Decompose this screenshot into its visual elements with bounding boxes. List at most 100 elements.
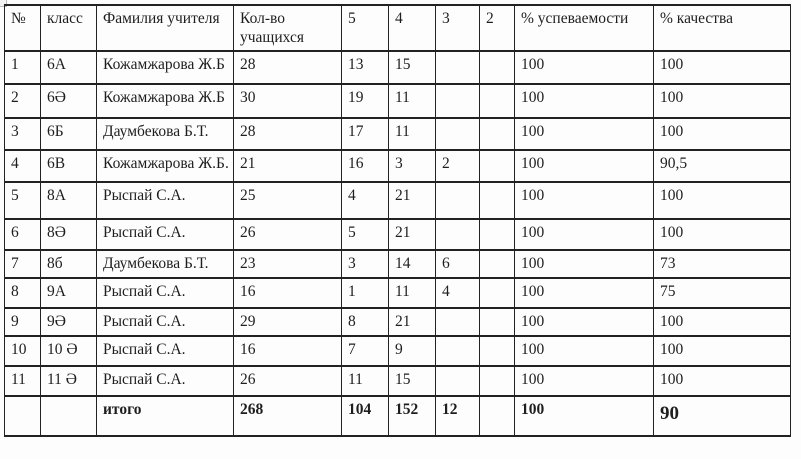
table-cell-quality-rate: 100 [653,217,791,251]
table-cell-class: 11 Ә [40,364,97,397]
table-row: 11 11 Ә Рыспай С.А. 26 11 15 100 100 [4,364,791,397]
column-header-class: класс [40,4,97,52]
table-row: 7 8б Даумбекова Б.Т. 23 3 14 6 100 73 [4,248,791,279]
column-header-teacher: Фамилия учителя [96,4,234,52]
table-cell-pass-rate: 100 [514,364,654,397]
table-cell-num: 11 [4,364,41,397]
table-cell-pass-rate: 100 [514,148,654,183]
table-cell-grade4: 21 [388,180,436,220]
table-cell-grade5: 5 [341,217,389,251]
table-cell-teacher: Рыспай С.А. [96,364,234,397]
total-cell-quality-rate: 90 [653,394,791,437]
table-row: 5 8А Рыспай С.А. 25 4 21 100 100 [4,180,791,220]
table-cell-quality-rate: 100 [653,334,791,367]
column-header-grade4: 4 [388,4,436,52]
table-cell-grade5: 19 [341,82,389,119]
table-cell-grade3 [435,334,480,367]
table-cell-grade3 [435,364,480,397]
total-cell-num [4,394,41,437]
table-cell-class: 6В [40,148,97,183]
table-header: № класс Фамилия учителя Кол-во учащихся 5 4 3 2… [4,4,791,52]
table-cell-teacher: Кожамжарова Ж.Б [96,49,234,85]
table-cell-pass-rate: 100 [514,82,654,119]
column-header-pass-rate: % успеваемости [514,4,654,52]
table-cell-pass-rate: 100 [514,248,654,279]
table-cell-grade4: 15 [388,364,436,397]
table-cell-students: 16 [233,334,342,367]
table-cell-teacher: Рыспай С.А. [96,306,234,337]
table-cell-class: 8б [40,248,97,279]
table-cell-quality-rate: 100 [653,49,791,85]
table-cell-teacher: Рыспай С.А. [96,276,234,309]
table-cell-num: 3 [4,116,41,151]
table-cell-students: 26 [233,217,342,251]
table-cell-pass-rate: 100 [514,116,654,151]
table-cell-grade4: 3 [388,148,436,183]
table-cell-grade3: 4 [435,276,480,309]
table-cell-students: 23 [233,248,342,279]
table-cell-students: 26 [233,364,342,397]
table-cell-quality-rate: 100 [653,364,791,397]
total-cell-pass-rate: 100 [514,394,654,437]
table-cell-grade4: 21 [388,217,436,251]
table-row: 9 9Ә Рыспай С.А. 29 8 21 100 100 [4,306,791,337]
table-cell-teacher: Рыспай С.А. [96,334,234,367]
table-cell-pass-rate: 100 [514,49,654,85]
table-cell-num: 9 [4,306,41,337]
table-cell-grade4: 14 [388,248,436,279]
column-header-grade2: 2 [479,4,515,52]
total-row: итого 268 104 152 12 100 90 [4,394,791,437]
table-cell-class: 6Б [40,116,97,151]
table-cell-grade4: 9 [388,334,436,367]
total-cell-students: 268 [233,394,342,437]
table-cell-students: 28 [233,116,342,151]
table-cell-grade2 [479,217,515,251]
table-cell-grade4: 11 [388,276,436,309]
table-cell-teacher: Рыспай С.А. [96,217,234,251]
table-cell-grade5: 3 [341,248,389,279]
table-cell-grade2 [479,49,515,85]
table-cell-pass-rate: 100 [514,334,654,367]
table-cell-pass-rate: 100 [514,306,654,337]
column-header-num: № [4,4,41,52]
total-cell-grade5: 104 [341,394,389,437]
table-row: 10 10 Ә Рыспай С.А. 16 7 9 100 100 [4,334,791,367]
table-cell-grade5: 4 [341,180,389,220]
table-cell-grade4: 11 [388,116,436,151]
table-cell-num: 6 [4,217,41,251]
table-cell-grade5: 11 [341,364,389,397]
table-cell-grade2 [479,306,515,337]
table-cell-teacher: Кожамжарова Ж.Б. [96,148,234,183]
table-cell-quality-rate: 73 [653,248,791,279]
table-cell-grade2 [479,148,515,183]
table-cell-grade3 [435,49,480,85]
table-cell-students: 30 [233,82,342,119]
table-cell-quality-rate: 90,5 [653,148,791,183]
table-cell-class: 10 Ә [40,334,97,367]
column-header-grade5: 5 [341,4,389,52]
table-cell-class: 6А [40,49,97,85]
table-cell-quality-rate: 100 [653,116,791,151]
table-cell-grade4: 21 [388,306,436,337]
table-row: 3 6Б Даумбекова Б.Т. 28 17 11 100 100 [4,116,791,151]
table-cell-quality-rate: 100 [653,180,791,220]
table-body: 1 6А Кожамжарова Ж.Б 28 13 15 100 100 2 6Ә Кожамжа… [4,49,791,437]
table-cell-grade5: 7 [341,334,389,367]
table-cell-quality-rate: 75 [653,276,791,309]
table-cell-grade5: 8 [341,306,389,337]
column-header-grade3: 3 [435,4,480,52]
table-cell-num: 4 [4,148,41,183]
table-cell-students: 25 [233,180,342,220]
table-cell-grade3 [435,116,480,151]
table-cell-pass-rate: 100 [514,180,654,220]
table-cell-class: 8Ә [40,217,97,251]
table-cell-quality-rate: 100 [653,306,791,337]
table-cell-class: 6Ә [40,82,97,119]
total-cell-grade4: 152 [388,394,436,437]
table-cell-grade2 [479,180,515,220]
table-cell-num: 10 [4,334,41,367]
table-row: 4 6В Кожамжарова Ж.Б. 21 16 3 2 100 90,5 [4,148,791,183]
table-cell-pass-rate: 100 [514,276,654,309]
table-cell-num: 2 [4,82,41,119]
